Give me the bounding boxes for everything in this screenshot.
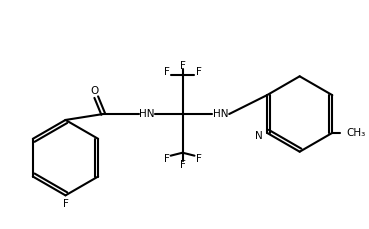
Text: F: F	[180, 61, 186, 71]
Text: F: F	[63, 199, 68, 209]
Text: CH₃: CH₃	[346, 128, 365, 138]
Text: HN: HN	[139, 109, 155, 119]
Text: N: N	[255, 131, 263, 141]
Text: O: O	[90, 86, 99, 96]
Text: F: F	[164, 154, 170, 164]
Text: HN: HN	[213, 109, 228, 119]
Text: F: F	[164, 67, 170, 77]
Text: F: F	[196, 67, 201, 77]
Text: F: F	[180, 160, 186, 170]
Text: F: F	[196, 154, 201, 164]
